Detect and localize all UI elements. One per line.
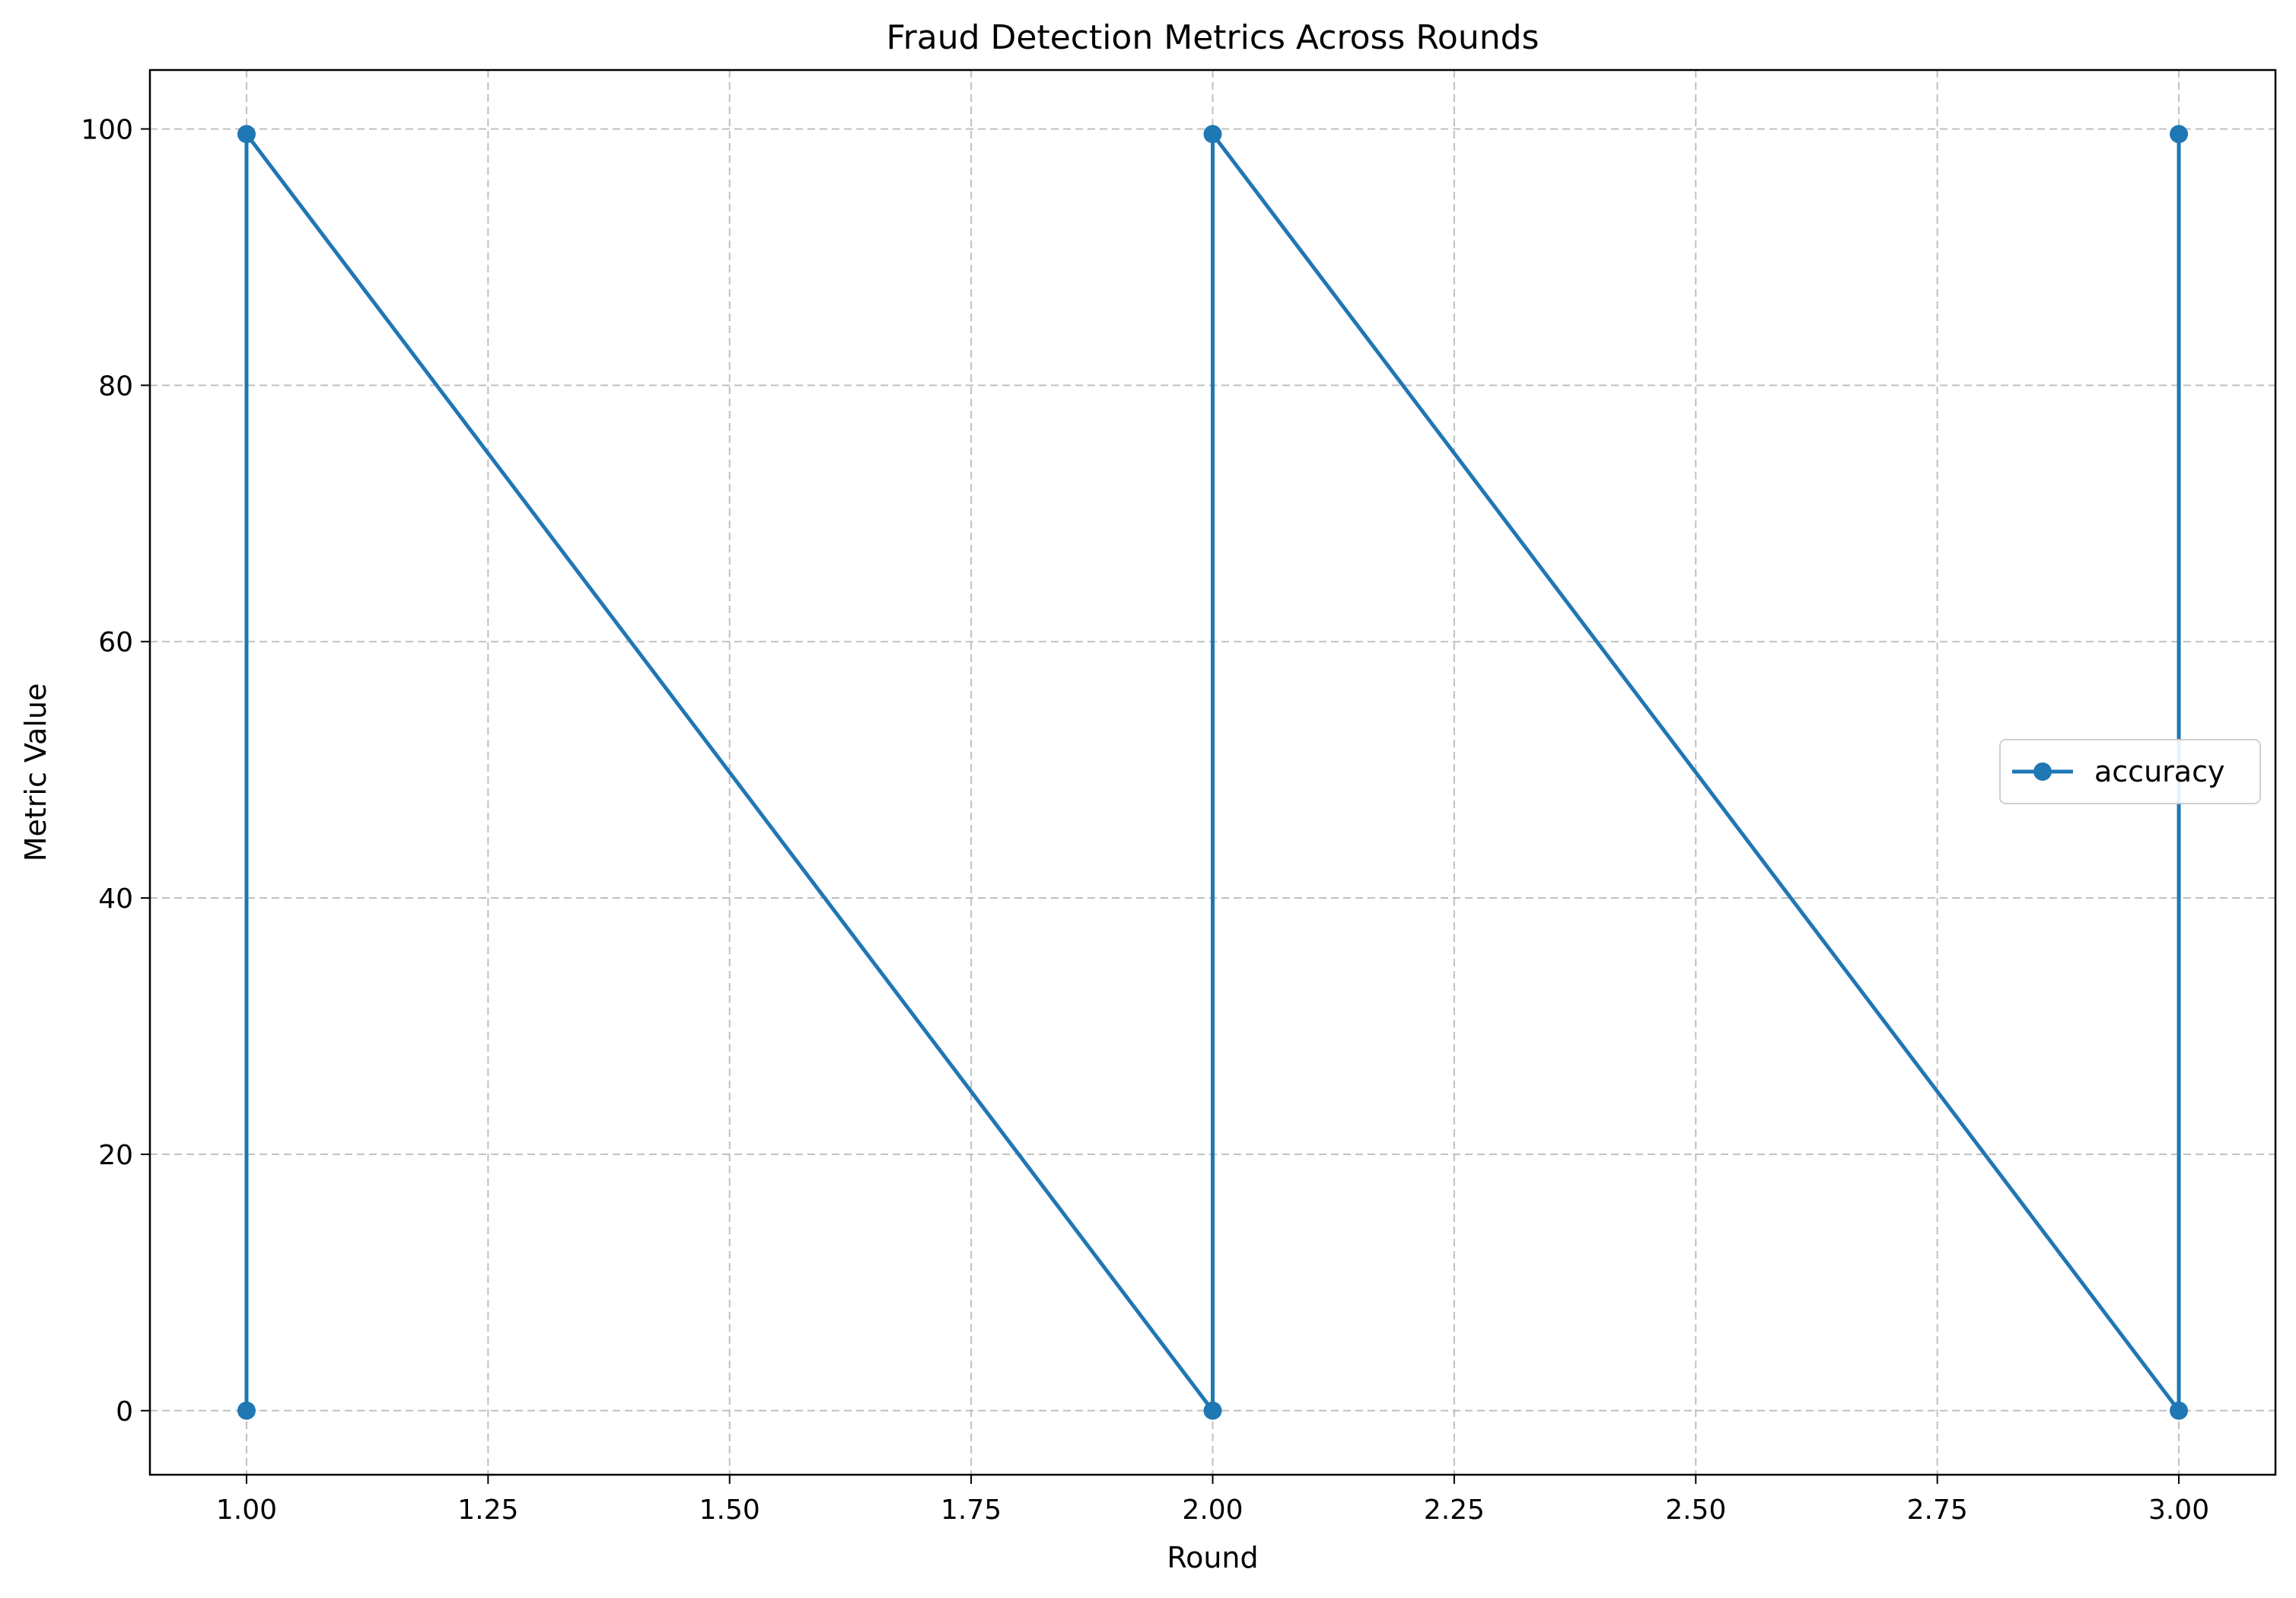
x-tick-label: 1.00 (216, 1495, 277, 1526)
y-tick-label: 100 (81, 114, 133, 145)
y-tick-label: 80 (98, 371, 133, 402)
y-axis-label: Metric Value (19, 683, 53, 862)
x-tick-label: 1.50 (699, 1495, 760, 1526)
chart-title: Fraud Detection Metrics Across Rounds (887, 18, 1540, 57)
series-layer (237, 125, 2189, 1420)
legend-entry-label: accuracy (2094, 755, 2224, 788)
x-axis-label: Round (1167, 1541, 1258, 1574)
series-line-accuracy (244, 132, 2181, 1413)
legend-box (1999, 739, 2261, 804)
data-point (237, 125, 256, 144)
y-tick-label: 40 (98, 883, 133, 915)
x-tick-label: 1.75 (941, 1495, 1002, 1526)
data-point (237, 1401, 256, 1420)
x-tick-label: 2.75 (1907, 1495, 1968, 1526)
legend-marker (2033, 762, 2052, 781)
data-point (2170, 125, 2189, 144)
y-tick-label: 60 (98, 627, 133, 658)
y-tick-label: 20 (98, 1140, 133, 1171)
y-axis-ticks: 0 20 40 60 80 100 (81, 114, 150, 1428)
x-tick-label: 3.00 (2148, 1495, 2209, 1526)
data-point (1203, 125, 1222, 144)
x-tick-label: 1.25 (457, 1495, 518, 1526)
data-point (2170, 1401, 2189, 1420)
x-tick-label: 2.25 (1424, 1495, 1485, 1526)
x-tick-label: 2.00 (1182, 1495, 1243, 1526)
legend: accuracy (1999, 739, 2261, 804)
x-axis-ticks: 1.00 1.25 1.50 1.75 2.00 2.25 2.50 2.75 3.00 (216, 1475, 2209, 1526)
x-tick-label: 2.50 (1665, 1495, 1726, 1526)
data-point (1203, 1401, 1222, 1420)
y-tick-label: 0 (116, 1396, 133, 1428)
